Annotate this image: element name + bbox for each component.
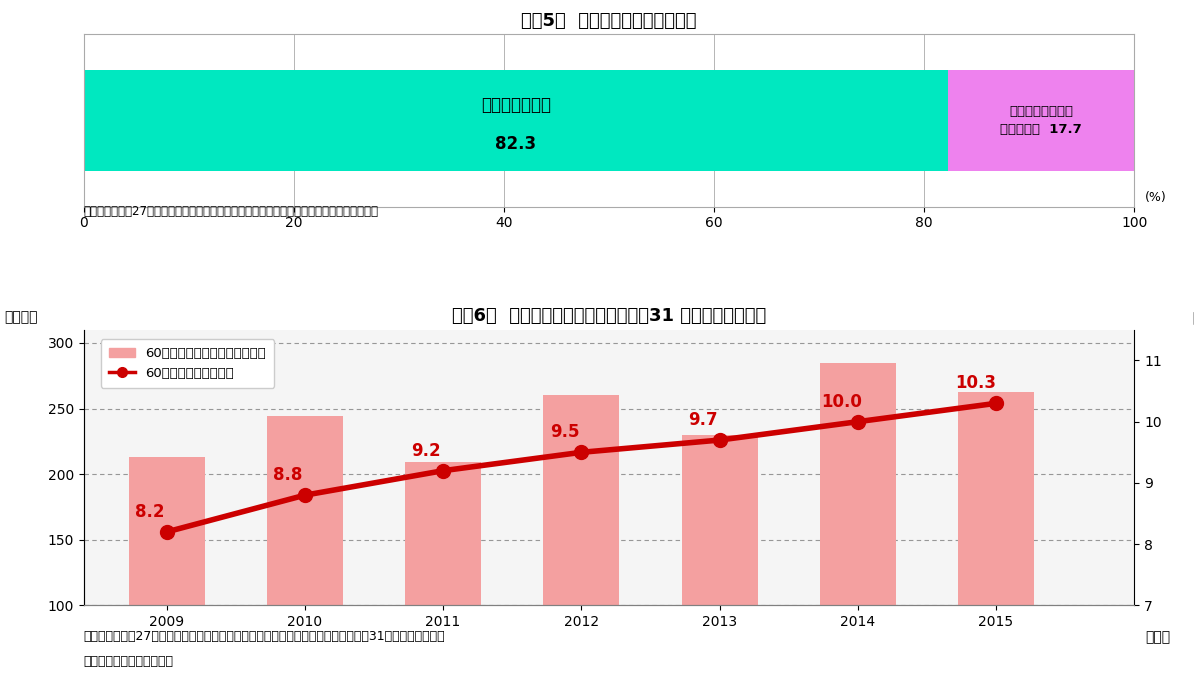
Text: 9.5: 9.5	[550, 423, 579, 441]
Text: 8.8: 8.8	[273, 466, 303, 484]
Legend: 60歳以上常用労働者数（左軸）, 60歳以上占率（右軸）: 60歳以上常用労働者数（左軸）, 60歳以上占率（右軸）	[100, 339, 275, 387]
Bar	[266, 416, 343, 688]
Text: 8.2: 8.2	[135, 503, 165, 521]
Bar	[682, 435, 757, 688]
Bar	[820, 363, 896, 688]
Title: 図表5：  定年後の雇用継続の希望: 図表5： 定年後の雇用継続の希望	[522, 12, 696, 30]
Text: 10.0: 10.0	[820, 393, 862, 411]
Text: （万人）: （万人）	[5, 310, 38, 324]
Bar	[958, 391, 1034, 688]
Text: （%）: （%）	[1192, 310, 1194, 324]
Text: 継続雇用を希望: 継続雇用を希望	[481, 96, 550, 114]
Text: （年）: （年）	[1145, 630, 1170, 644]
Text: （資料）「平成27年『高年齢者の雇用状況』集計結果」（厚生労働省）における、31人以上規模企業の: （資料）「平成27年『高年齢者の雇用状況』集計結果」（厚生労働省）における、31…	[84, 630, 445, 643]
Text: （資料）「平成27年『高年齢者の雇用状況』集計結果」（厚生労働省）をもとに、筆者作成: （資料）「平成27年『高年齢者の雇用状況』集計結果」（厚生労働省）をもとに、筆者…	[84, 205, 378, 218]
Text: 9.2: 9.2	[412, 442, 441, 460]
Text: データをもとに、筆者作成: データをもとに、筆者作成	[84, 655, 173, 668]
Title: 図表6：  高年齢の常用労働者の推移（31 人以上規模企業）: 図表6： 高年齢の常用労働者の推移（31 人以上規模企業）	[451, 308, 767, 325]
Bar	[405, 462, 481, 688]
Text: 継続雇用を希望せ
ず定年退職  17.7: 継続雇用を希望せ ず定年退職 17.7	[1001, 105, 1082, 136]
Text: 82.3: 82.3	[496, 135, 536, 153]
Text: 9.7: 9.7	[688, 411, 718, 429]
Text: (%): (%)	[1145, 191, 1167, 204]
Bar	[543, 396, 620, 688]
Text: 10.3: 10.3	[955, 374, 996, 392]
Bar	[84, 69, 948, 171]
Bar	[948, 69, 1134, 171]
Bar	[129, 457, 204, 688]
